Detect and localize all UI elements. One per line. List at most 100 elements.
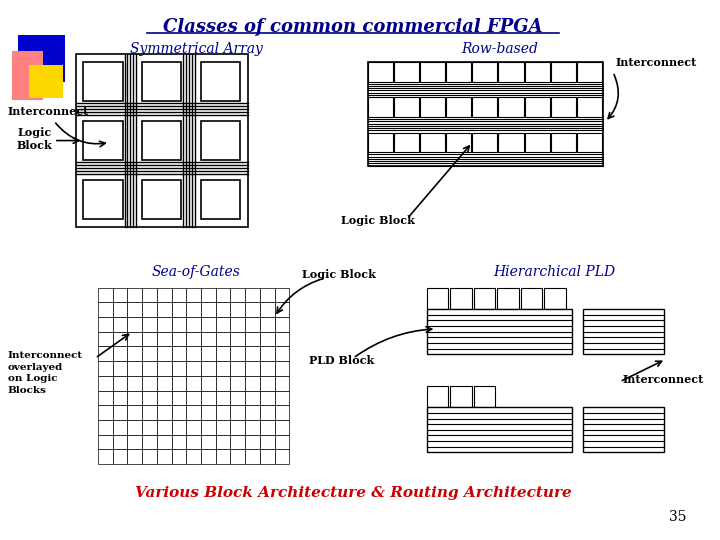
Bar: [171, 361, 186, 376]
Bar: [245, 435, 260, 449]
Bar: [245, 406, 260, 420]
Bar: [113, 435, 127, 449]
Bar: [84, 121, 122, 160]
Bar: [171, 332, 186, 347]
Bar: [426, 386, 448, 407]
Bar: [157, 288, 171, 302]
Bar: [216, 420, 230, 435]
Bar: [525, 97, 550, 117]
Text: Interconnect: Interconnect: [623, 374, 704, 386]
Bar: [420, 133, 445, 152]
Text: Hierarchical PLD: Hierarchical PLD: [493, 265, 615, 279]
Bar: [186, 406, 201, 420]
Bar: [142, 332, 157, 347]
Bar: [446, 62, 472, 82]
Bar: [230, 347, 245, 361]
Bar: [127, 361, 142, 376]
Bar: [260, 406, 274, 420]
Text: Sea-of-Gates: Sea-of-Gates: [152, 265, 240, 279]
Bar: [157, 347, 171, 361]
Bar: [171, 420, 186, 435]
Bar: [201, 420, 216, 435]
Bar: [274, 302, 289, 317]
Bar: [98, 420, 113, 435]
Bar: [127, 376, 142, 390]
Bar: [245, 288, 260, 302]
Bar: [171, 390, 186, 406]
Bar: [186, 361, 201, 376]
Bar: [142, 302, 157, 317]
Bar: [186, 449, 201, 464]
Bar: [171, 435, 186, 449]
Bar: [260, 302, 274, 317]
Bar: [127, 288, 142, 302]
Bar: [171, 406, 186, 420]
Bar: [113, 406, 127, 420]
Bar: [245, 332, 260, 347]
Bar: [420, 62, 445, 82]
Bar: [274, 332, 289, 347]
Bar: [142, 62, 181, 102]
Bar: [201, 435, 216, 449]
Bar: [260, 347, 274, 361]
Bar: [201, 288, 216, 302]
Bar: [472, 97, 498, 117]
Bar: [18, 35, 65, 82]
Bar: [577, 97, 602, 117]
Bar: [450, 288, 472, 309]
Bar: [142, 376, 157, 390]
Bar: [230, 420, 245, 435]
Bar: [394, 62, 419, 82]
Bar: [230, 302, 245, 317]
Bar: [260, 435, 274, 449]
Bar: [157, 435, 171, 449]
Bar: [171, 449, 186, 464]
Bar: [583, 407, 664, 453]
Bar: [186, 390, 201, 406]
Bar: [230, 390, 245, 406]
Text: Logic
Block: Logic Block: [17, 127, 52, 151]
Bar: [201, 406, 216, 420]
Bar: [551, 62, 576, 82]
Bar: [127, 420, 142, 435]
Bar: [245, 361, 260, 376]
Bar: [98, 376, 113, 390]
Bar: [274, 435, 289, 449]
Bar: [216, 449, 230, 464]
Bar: [446, 97, 472, 117]
Bar: [98, 361, 113, 376]
Bar: [446, 133, 472, 152]
Bar: [127, 435, 142, 449]
Bar: [171, 347, 186, 361]
Text: Interconnect
overlayed
on Logic
Blocks: Interconnect overlayed on Logic Blocks: [8, 351, 83, 395]
Bar: [201, 302, 216, 317]
Bar: [394, 97, 419, 117]
Bar: [525, 62, 550, 82]
Bar: [368, 62, 603, 166]
Bar: [230, 449, 245, 464]
Bar: [274, 288, 289, 302]
Bar: [113, 361, 127, 376]
Text: 35: 35: [669, 510, 686, 524]
Bar: [113, 332, 127, 347]
Bar: [498, 62, 523, 82]
Bar: [216, 435, 230, 449]
Bar: [525, 133, 550, 152]
Bar: [577, 62, 602, 82]
Bar: [171, 376, 186, 390]
Bar: [201, 180, 240, 219]
Bar: [186, 302, 201, 317]
Bar: [113, 317, 127, 332]
Bar: [230, 435, 245, 449]
Bar: [260, 390, 274, 406]
Text: Logic Block: Logic Block: [302, 269, 376, 280]
Bar: [157, 317, 171, 332]
Text: Symmetrical Array: Symmetrical Array: [130, 42, 263, 56]
Bar: [497, 288, 518, 309]
Bar: [186, 420, 201, 435]
Bar: [84, 62, 122, 102]
Bar: [474, 386, 495, 407]
Bar: [201, 121, 240, 160]
Bar: [142, 390, 157, 406]
Bar: [245, 449, 260, 464]
